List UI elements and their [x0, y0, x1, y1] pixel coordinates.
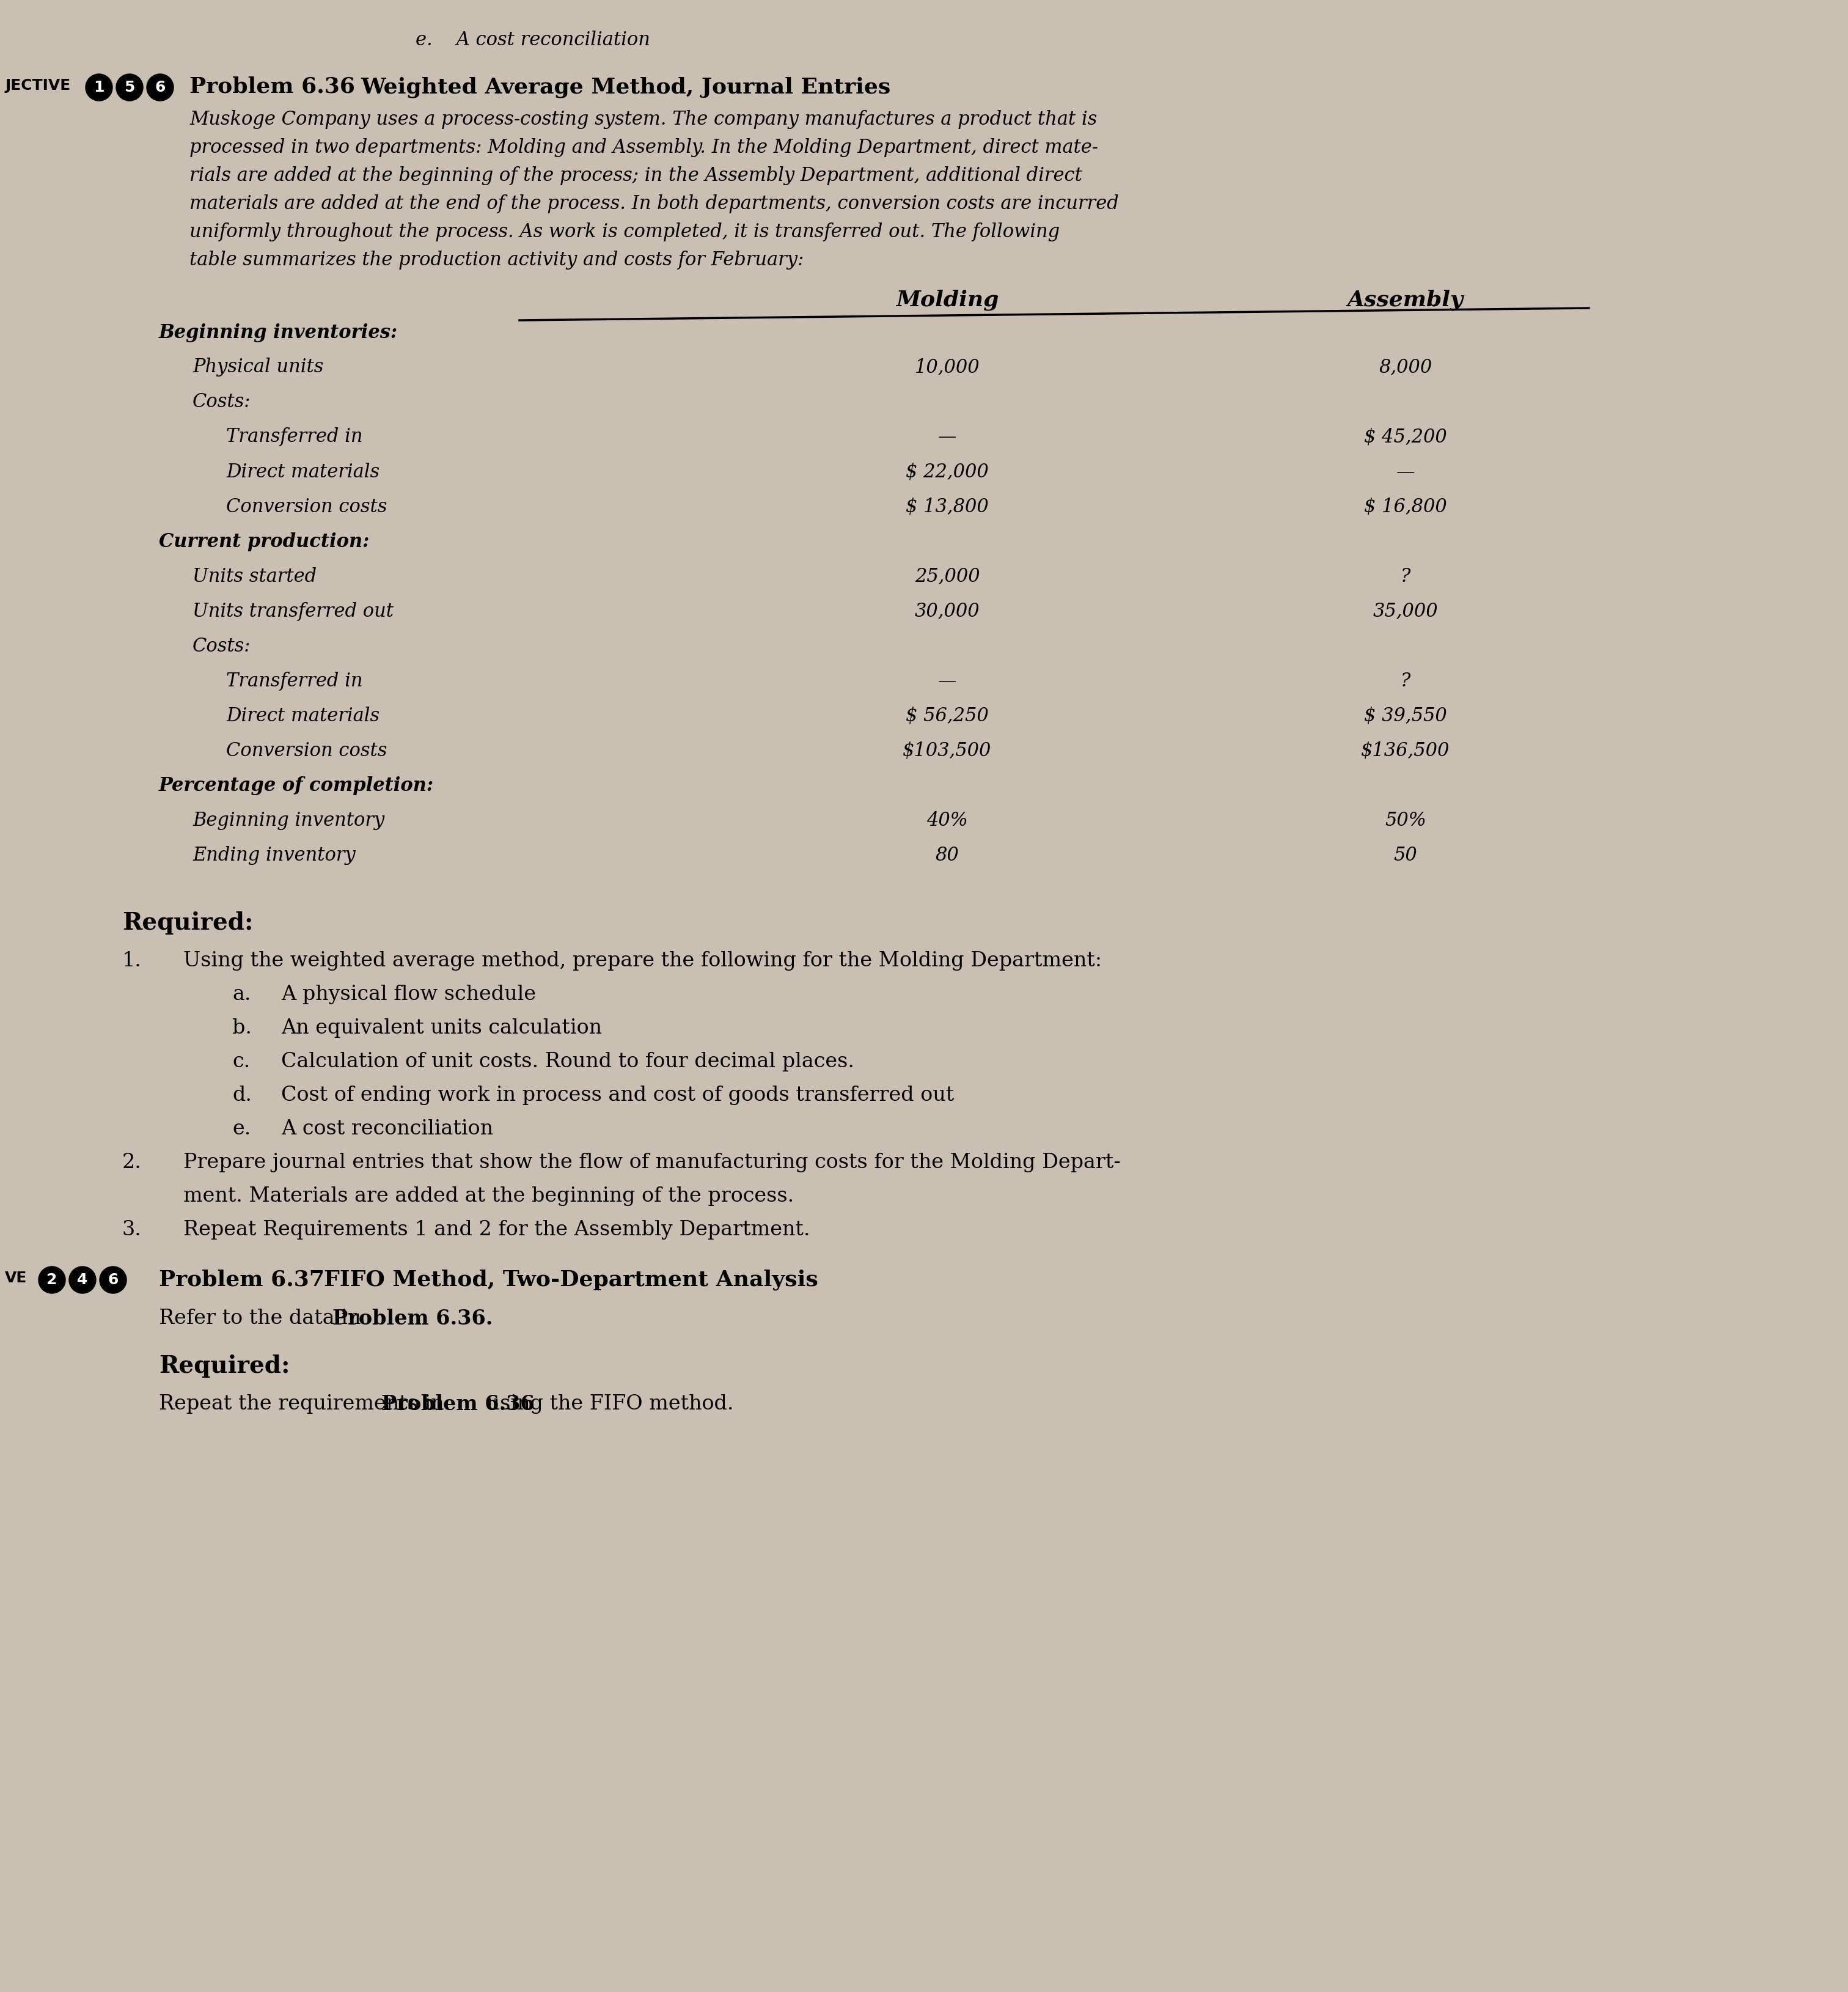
Text: Repeat the requirements in: Repeat the requirements in: [159, 1394, 451, 1414]
Text: Calculation of unit costs. Round to four decimal places.: Calculation of unit costs. Round to four…: [281, 1052, 854, 1072]
Text: Physical units: Physical units: [192, 359, 323, 376]
Text: d.: d.: [233, 1086, 251, 1106]
Text: $103,500: $103,500: [904, 741, 992, 761]
Text: c.: c.: [233, 1052, 249, 1072]
Text: ?: ?: [1401, 568, 1410, 586]
Text: —: —: [939, 671, 957, 691]
Text: using the FIFO method.: using the FIFO method.: [480, 1394, 734, 1414]
Text: Using the weighted average method, prepare the following for the Molding Departm: Using the weighted average method, prepa…: [183, 950, 1101, 970]
Text: VE: VE: [6, 1271, 28, 1285]
Text: 1.: 1.: [122, 950, 142, 970]
Text: FIFO Method, Two-Department Analysis: FIFO Method, Two-Department Analysis: [323, 1269, 819, 1291]
Text: $ 13,800: $ 13,800: [906, 498, 989, 516]
Text: 25,000: 25,000: [915, 568, 979, 586]
Text: Molding: Molding: [896, 289, 998, 311]
Text: Assembly: Assembly: [1347, 289, 1464, 311]
Circle shape: [68, 1267, 96, 1293]
Text: $ 16,800: $ 16,800: [1364, 498, 1447, 516]
Text: b.: b.: [233, 1018, 251, 1038]
Text: Cost of ending work in process and cost of goods transferred out: Cost of ending work in process and cost …: [281, 1086, 954, 1106]
Text: 50%: 50%: [1384, 811, 1427, 831]
Text: e.    A cost reconciliation: e. A cost reconciliation: [416, 30, 650, 50]
Text: Conversion costs: Conversion costs: [225, 741, 386, 761]
Text: 30,000: 30,000: [915, 602, 979, 622]
Text: 50: 50: [1393, 847, 1417, 865]
Text: Units started: Units started: [192, 568, 316, 586]
Text: 40%: 40%: [926, 811, 968, 831]
Text: Refer to the data in: Refer to the data in: [159, 1309, 368, 1329]
Text: ment. Materials are added at the beginning of the process.: ment. Materials are added at the beginni…: [183, 1187, 795, 1205]
Text: Transferred in: Transferred in: [225, 428, 362, 446]
Text: 35,000: 35,000: [1373, 602, 1438, 622]
Text: Prepare journal entries that show the flow of manufacturing costs for the Moldin: Prepare journal entries that show the fl…: [183, 1153, 1120, 1173]
Text: Percentage of completion:: Percentage of completion:: [159, 777, 434, 795]
Text: uniformly throughout the process. As work is completed, it is transferred out. T: uniformly throughout the process. As wor…: [190, 223, 1059, 241]
Text: rials are added at the beginning of the process; in the Assembly Department, add: rials are added at the beginning of the …: [190, 165, 1083, 185]
Text: Costs:: Costs:: [192, 392, 251, 412]
Text: $ 22,000: $ 22,000: [906, 462, 989, 482]
Text: table summarizes the production activity and costs for February:: table summarizes the production activity…: [190, 251, 804, 269]
Circle shape: [116, 74, 142, 102]
Text: 4: 4: [78, 1273, 89, 1287]
Text: $ 56,250: $ 56,250: [906, 707, 989, 725]
Text: Problem 6.36.: Problem 6.36.: [333, 1309, 493, 1329]
Text: 3.: 3.: [122, 1219, 142, 1239]
Circle shape: [39, 1267, 65, 1293]
Text: Current production:: Current production:: [159, 532, 370, 552]
Text: materials are added at the end of the process. In both departments, conversion c: materials are added at the end of the pr…: [190, 195, 1118, 213]
Text: Direct materials: Direct materials: [225, 462, 379, 482]
Text: $ 45,200: $ 45,200: [1364, 428, 1447, 446]
Text: Beginning inventories:: Beginning inventories:: [159, 323, 397, 343]
Text: Beginning inventory: Beginning inventory: [192, 811, 384, 831]
Text: Ending inventory: Ending inventory: [192, 847, 355, 865]
Text: 2: 2: [46, 1273, 57, 1287]
Text: processed in two departments: Molding and Assembly. In the Molding Department, d: processed in two departments: Molding an…: [190, 137, 1098, 157]
Text: Costs:: Costs:: [192, 637, 251, 655]
Text: Problem 6.36: Problem 6.36: [190, 76, 370, 98]
Text: 10,000: 10,000: [915, 359, 979, 376]
Text: $ 39,550: $ 39,550: [1364, 707, 1447, 725]
Circle shape: [100, 1267, 126, 1293]
Text: 6: 6: [107, 1273, 118, 1287]
Text: Transferred in: Transferred in: [225, 671, 362, 691]
Text: Required:: Required:: [122, 912, 253, 934]
Text: An equivalent units calculation: An equivalent units calculation: [281, 1018, 602, 1038]
Text: 5: 5: [124, 80, 135, 96]
Text: Direct materials: Direct materials: [225, 707, 379, 725]
Circle shape: [146, 74, 174, 102]
Text: 6: 6: [155, 80, 166, 96]
Text: Units transferred out: Units transferred out: [192, 602, 394, 622]
Text: 80: 80: [935, 847, 959, 865]
Circle shape: [85, 74, 113, 102]
Text: $136,500: $136,500: [1362, 741, 1451, 761]
Text: JECTIVE: JECTIVE: [6, 78, 70, 94]
Text: A physical flow schedule: A physical flow schedule: [281, 984, 536, 1004]
Text: Problem 6.36: Problem 6.36: [383, 1394, 534, 1414]
Text: 8,000: 8,000: [1379, 359, 1432, 376]
Text: Conversion costs: Conversion costs: [225, 498, 386, 516]
Text: —: —: [939, 428, 957, 446]
Text: A cost reconciliation: A cost reconciliation: [281, 1120, 493, 1139]
Text: 1: 1: [94, 80, 103, 96]
Text: ?: ?: [1401, 671, 1410, 691]
Text: Muskoge Company uses a process-costing system. The company manufactures a produc: Muskoge Company uses a process-costing s…: [190, 110, 1098, 129]
Text: —: —: [1397, 462, 1416, 482]
Text: Problem 6.37: Problem 6.37: [159, 1269, 347, 1289]
Text: 2.: 2.: [122, 1153, 142, 1173]
Text: a.: a.: [233, 984, 251, 1004]
Text: Required:: Required:: [159, 1355, 290, 1378]
Text: e.: e.: [233, 1120, 251, 1139]
Text: Weighted Average Method, Journal Entries: Weighted Average Method, Journal Entries: [360, 76, 891, 98]
Text: Repeat Requirements 1 and 2 for the Assembly Department.: Repeat Requirements 1 and 2 for the Asse…: [183, 1219, 809, 1239]
